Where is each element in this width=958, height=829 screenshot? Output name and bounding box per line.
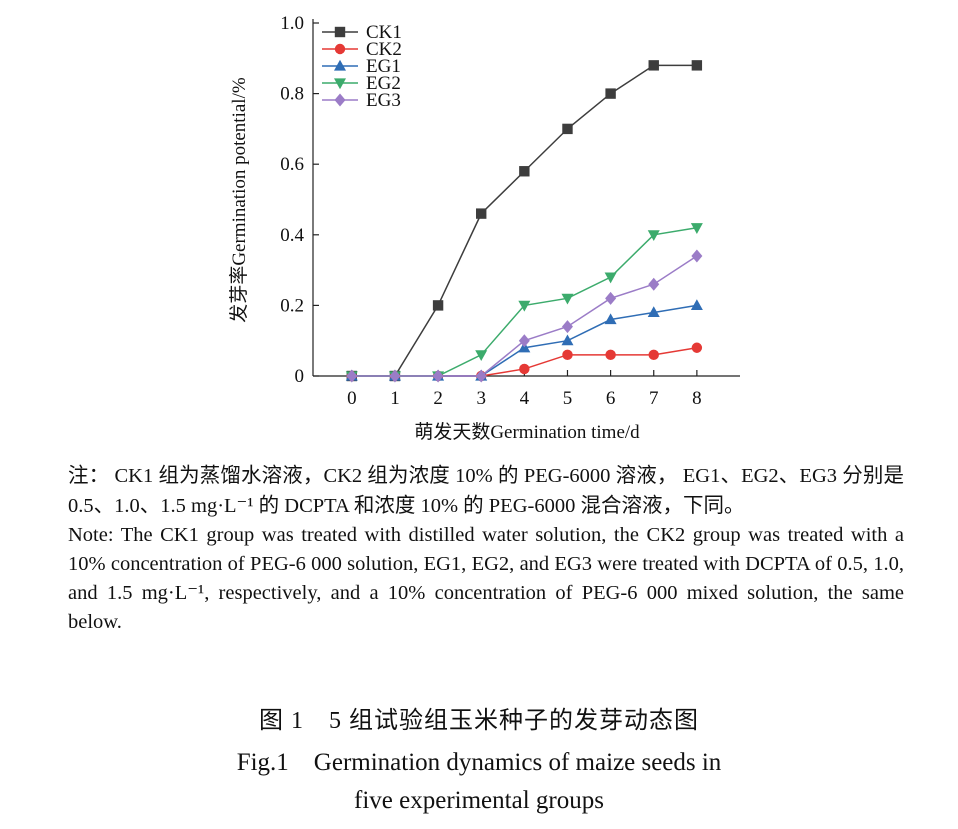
data-point [690, 223, 703, 234]
figure-notes: 注： CK1 组为蒸馏水溶液，CK2 组为浓度 10% 的 PEG-6000 溶… [68, 462, 904, 637]
y-tick-label: 0 [295, 366, 305, 387]
legend-marker [334, 59, 346, 71]
legend-marker [334, 26, 346, 38]
x-tick-label: 8 [692, 388, 702, 409]
data-point [691, 249, 703, 263]
legend-item-eg1: EG1 [322, 56, 401, 77]
legend-item-eg2: EG2 [322, 73, 401, 94]
data-point [691, 342, 703, 353]
data-point [561, 334, 574, 346]
x-tick-label: 6 [606, 388, 616, 409]
data-point [561, 320, 573, 334]
data-point [647, 230, 660, 241]
data-point [518, 334, 530, 348]
legend-label: EG3 [366, 90, 401, 111]
y-tick-label: 1.0 [280, 13, 304, 34]
series-eg2 [345, 223, 703, 383]
legend-label: CK1 [366, 22, 402, 43]
x-tick-label: 1 [390, 388, 400, 409]
data-point [648, 277, 660, 291]
caption-english-line1: Fig.1 Germination dynamics of maize seed… [236, 749, 722, 776]
y-tick-label: 0.8 [280, 84, 304, 105]
germination-chart: 0 0.2 0.4 0.6 0.8 1.0 0 1 2 3 4 5 6 7 8 CK1CK2EG1EG2EG… [228, 13, 740, 443]
data-point [476, 208, 487, 219]
legend-item-ck2: CK2 [322, 39, 402, 60]
series-line-ck1 [351, 64, 697, 377]
data-point [432, 369, 444, 383]
caption-english: Fig.1 Germination dynamics of maize seed… [0, 744, 958, 820]
data-point [561, 293, 574, 305]
x-tick-label: 4 [520, 388, 530, 409]
data-point [519, 166, 530, 177]
x-axis-title: 萌发天数Germination time/d [414, 421, 640, 443]
data-point [475, 350, 488, 362]
caption-english-line2: five experimental groups [354, 787, 604, 814]
x-tick-label: 5 [563, 388, 573, 409]
chart-series-layer [345, 60, 703, 383]
data-point [519, 363, 530, 375]
data-point [690, 299, 703, 310]
data-point [518, 300, 531, 312]
legend-label: CK2 [366, 39, 402, 60]
data-point [647, 306, 660, 318]
chart-axes: 0 0.2 0.4 0.6 0.8 1.0 0 1 2 3 4 5 6 7 8 [280, 13, 740, 409]
legend-label: EG1 [366, 56, 401, 77]
data-point [604, 313, 617, 325]
data-point [562, 349, 573, 361]
y-tick-label: 0.6 [280, 154, 304, 175]
x-tick-label: 0 [347, 388, 357, 409]
data-point [691, 60, 703, 71]
data-point [389, 369, 401, 383]
data-point [605, 349, 616, 361]
legend-marker [334, 93, 346, 107]
data-point [346, 369, 358, 383]
x-tick-label: 3 [476, 388, 486, 409]
y-tick-label: 0.2 [280, 295, 304, 316]
x-tick-label: 7 [649, 388, 659, 409]
legend-label: EG2 [366, 73, 401, 94]
data-point [562, 123, 573, 135]
data-point [605, 88, 616, 99]
data-point [648, 60, 659, 71]
note-chinese: 注： CK1 组为蒸馏水溶液，CK2 组为浓度 10% 的 PEG-6000 溶… [68, 465, 904, 517]
legend-marker [334, 78, 346, 90]
y-axis-title: 发芽率Germination potential/% [228, 77, 250, 323]
caption-chinese: 图 1 5 组试验组玉米种子的发芽动态图 [259, 708, 699, 734]
series-eg3 [346, 249, 703, 383]
data-point [604, 272, 617, 284]
data-point [605, 291, 617, 305]
legend-marker [334, 43, 346, 55]
legend-item-eg3: EG3 [322, 90, 401, 111]
note-english: Note: The CK1 group was treated with dis… [68, 524, 904, 633]
data-point [648, 349, 659, 361]
y-tick-label: 0.4 [280, 225, 304, 246]
series-line-eg3 [351, 255, 698, 377]
data-point [432, 300, 444, 311]
legend-item-ck1: CK1 [322, 22, 402, 43]
data-point [475, 369, 487, 383]
x-tick-label: 2 [433, 388, 443, 409]
